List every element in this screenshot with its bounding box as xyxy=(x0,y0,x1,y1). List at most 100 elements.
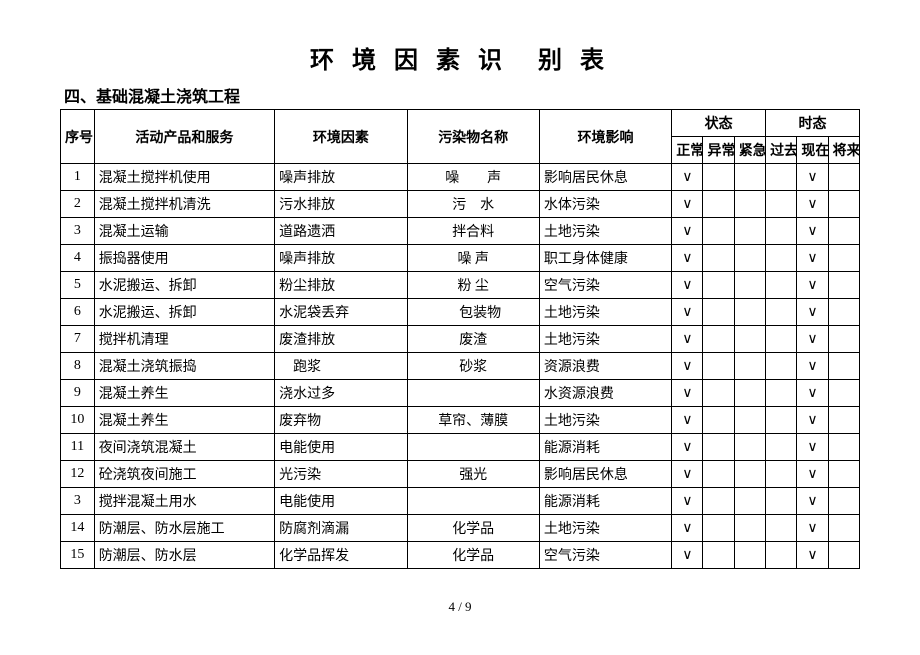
table-row: 5水泥搬运、拆卸粉尘排放粉 尘空气污染∨∨ xyxy=(61,272,860,299)
cell: 水泥搬运、拆卸 xyxy=(94,299,274,326)
check-cell xyxy=(734,515,765,542)
table-row: 1混凝土搅拌机使用噪声排放噪 声影响居民休息∨∨ xyxy=(61,164,860,191)
th-state-1: 异常 xyxy=(703,137,734,164)
cell: 化学品 xyxy=(407,542,539,569)
check-cell xyxy=(734,245,765,272)
check-cell xyxy=(703,434,734,461)
check-cell xyxy=(766,434,797,461)
cell: 振捣器使用 xyxy=(94,245,274,272)
cell: 土地污染 xyxy=(539,218,671,245)
cell: 跑浆 xyxy=(275,353,407,380)
check-cell xyxy=(734,380,765,407)
cell: 影响居民休息 xyxy=(539,461,671,488)
cell: 废渣排放 xyxy=(275,326,407,353)
check-cell: ∨ xyxy=(672,299,703,326)
cell: 强光 xyxy=(407,461,539,488)
check-cell: ∨ xyxy=(797,326,828,353)
cell: 化学品 xyxy=(407,515,539,542)
check-cell xyxy=(703,461,734,488)
cell: 混凝土搅拌机使用 xyxy=(94,164,274,191)
check-cell xyxy=(703,191,734,218)
cell: 7 xyxy=(61,326,95,353)
check-cell: ∨ xyxy=(797,434,828,461)
th-time-1: 现在 xyxy=(797,137,828,164)
check-cell: ∨ xyxy=(797,542,828,569)
cell: 5 xyxy=(61,272,95,299)
check-cell xyxy=(828,326,859,353)
cell: 砂浆 xyxy=(407,353,539,380)
check-cell xyxy=(734,353,765,380)
check-cell: ∨ xyxy=(797,461,828,488)
th-factor: 环境因素 xyxy=(275,110,407,164)
check-cell xyxy=(703,515,734,542)
check-cell: ∨ xyxy=(672,488,703,515)
cell: 浇水过多 xyxy=(275,380,407,407)
check-cell: ∨ xyxy=(797,353,828,380)
check-cell xyxy=(766,245,797,272)
check-cell xyxy=(828,164,859,191)
th-time-2: 将来 xyxy=(828,137,859,164)
cell: 4 xyxy=(61,245,95,272)
cell: 12 xyxy=(61,461,95,488)
check-cell: ∨ xyxy=(672,353,703,380)
section-subtitle: 四、基础混凝土浇筑工程 xyxy=(64,83,860,107)
check-cell xyxy=(828,218,859,245)
check-cell xyxy=(734,299,765,326)
page-title: 环 境 因 素 识 别 表 xyxy=(60,40,860,75)
check-cell xyxy=(828,380,859,407)
cell: 砼浇筑夜间施工 xyxy=(94,461,274,488)
cell: 电能使用 xyxy=(275,434,407,461)
cell: 混凝土养生 xyxy=(94,407,274,434)
check-cell: ∨ xyxy=(672,461,703,488)
cell: 土地污染 xyxy=(539,407,671,434)
cell: 道路遗洒 xyxy=(275,218,407,245)
check-cell xyxy=(828,434,859,461)
cell: 土地污染 xyxy=(539,326,671,353)
check-cell xyxy=(828,461,859,488)
th-impact: 环境影响 xyxy=(539,110,671,164)
cell: 能源消耗 xyxy=(539,434,671,461)
table-row: 3搅拌混凝土用水电能使用能源消耗∨∨ xyxy=(61,488,860,515)
check-cell: ∨ xyxy=(672,272,703,299)
check-cell: ∨ xyxy=(672,515,703,542)
check-cell xyxy=(828,353,859,380)
check-cell: ∨ xyxy=(672,191,703,218)
check-cell xyxy=(766,407,797,434)
check-cell xyxy=(703,488,734,515)
check-cell xyxy=(766,380,797,407)
cell: 废渣 xyxy=(407,326,539,353)
table-row: 2混凝土搅拌机清洗污水排放污 水水体污染∨∨ xyxy=(61,191,860,218)
cell: 混凝土浇筑振捣 xyxy=(94,353,274,380)
cell xyxy=(407,434,539,461)
table-row: 7搅拌机清理废渣排放废渣土地污染∨∨ xyxy=(61,326,860,353)
check-cell xyxy=(703,272,734,299)
check-cell: ∨ xyxy=(797,164,828,191)
check-cell xyxy=(703,353,734,380)
cell: 夜间浇筑混凝土 xyxy=(94,434,274,461)
check-cell xyxy=(828,299,859,326)
check-cell xyxy=(703,299,734,326)
check-cell: ∨ xyxy=(797,245,828,272)
th-state-0: 正常 xyxy=(672,137,703,164)
cell: 光污染 xyxy=(275,461,407,488)
table-row: 4振捣器使用噪声排放噪 声职工身体健康∨∨ xyxy=(61,245,860,272)
cell: 11 xyxy=(61,434,95,461)
cell: 噪 声 xyxy=(407,164,539,191)
check-cell: ∨ xyxy=(672,542,703,569)
check-cell xyxy=(828,407,859,434)
check-cell xyxy=(766,542,797,569)
cell: 混凝土养生 xyxy=(94,380,274,407)
cell: 土地污染 xyxy=(539,299,671,326)
table-row: 12砼浇筑夜间施工光污染强光影响居民休息∨∨ xyxy=(61,461,860,488)
cell: 废弃物 xyxy=(275,407,407,434)
check-cell xyxy=(766,191,797,218)
check-cell xyxy=(766,218,797,245)
cell: 影响居民休息 xyxy=(539,164,671,191)
th-activity: 活动产品和服务 xyxy=(94,110,274,164)
check-cell xyxy=(766,272,797,299)
cell: 资源浪费 xyxy=(539,353,671,380)
cell: 水体污染 xyxy=(539,191,671,218)
check-cell: ∨ xyxy=(797,299,828,326)
check-cell xyxy=(703,164,734,191)
check-cell xyxy=(766,461,797,488)
